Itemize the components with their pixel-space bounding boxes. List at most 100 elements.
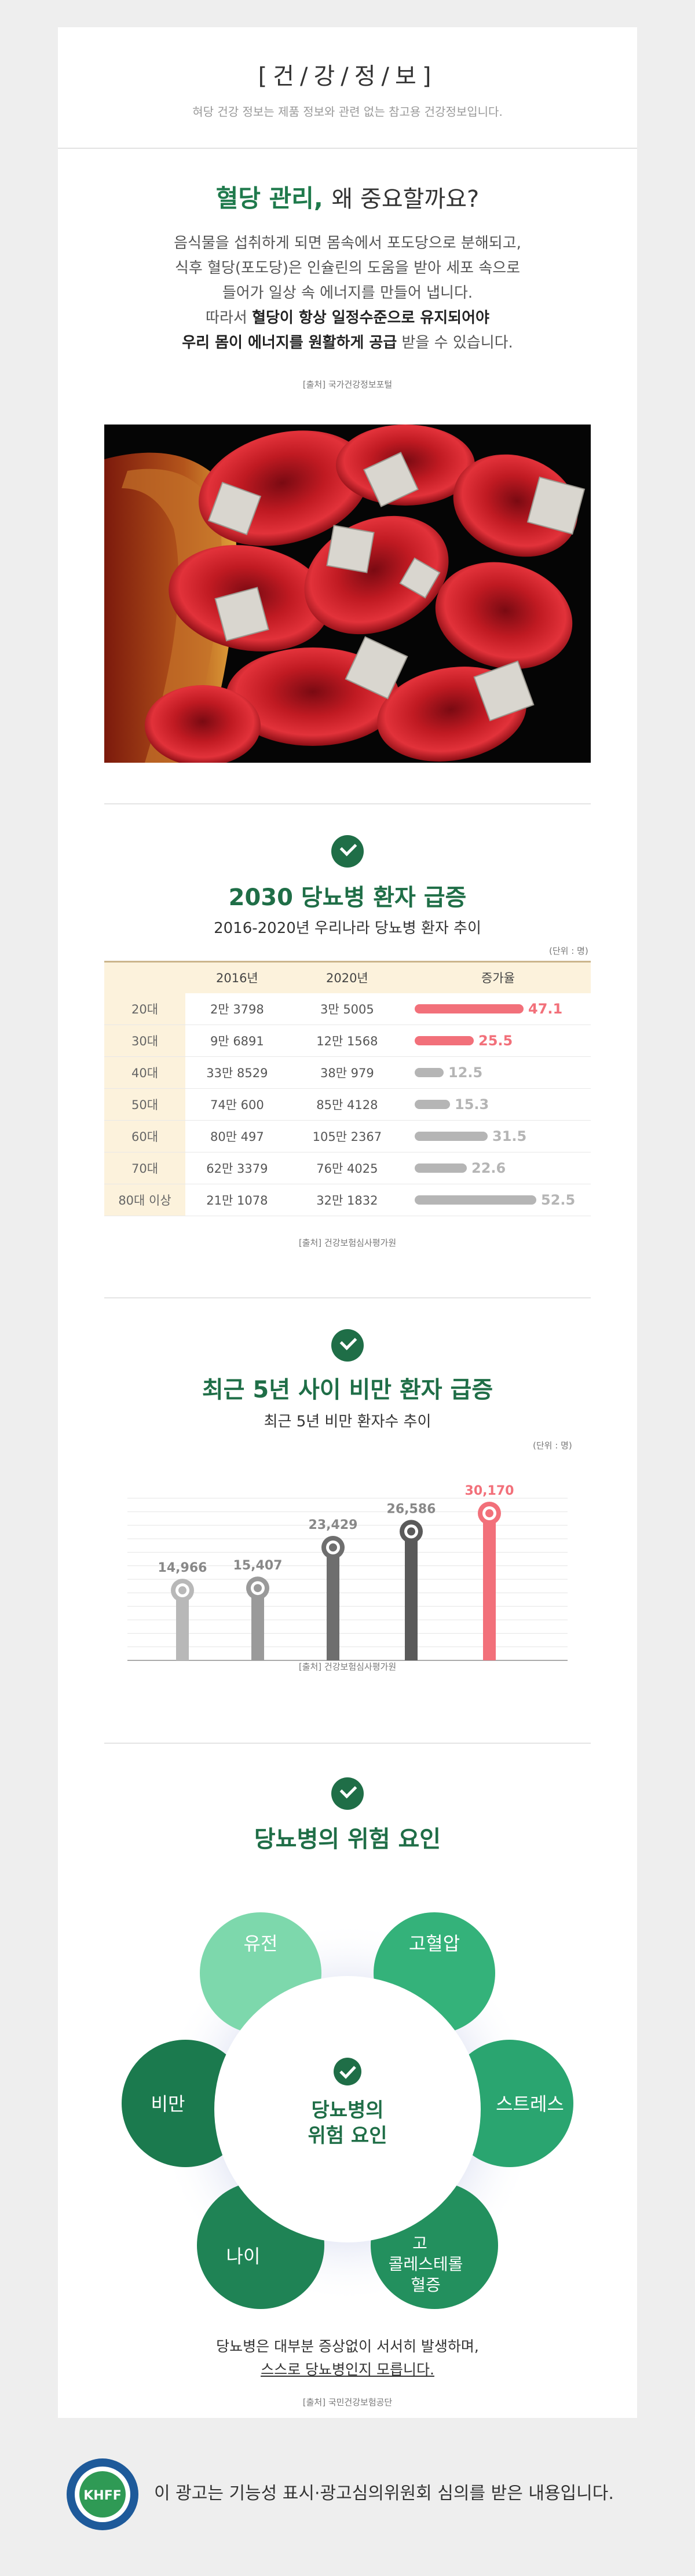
y2020-cell: 12만 1568 xyxy=(288,1024,405,1057)
bar-label: 26,586 xyxy=(387,1502,436,1516)
diabetes-table: 2016년 2020년 증가율 20대 2만 3798 3만 5005 47.1 30대… xyxy=(104,961,591,1216)
bar xyxy=(483,1513,496,1660)
age-cell: 50대 xyxy=(104,1088,185,1121)
y2020-cell: 32만 1832 xyxy=(288,1184,405,1216)
diabetes-title: 2030 당뇨병 환자 급증 xyxy=(228,884,467,911)
y2020-cell: 3만 5005 xyxy=(288,993,405,1025)
y2020-cell: 85만 4128 xyxy=(288,1088,405,1121)
divider xyxy=(104,1297,591,1298)
bar-marker-dot xyxy=(178,1586,186,1595)
hero-title-rest: 왜 중요할까요? xyxy=(331,186,480,213)
age-cell: 40대 xyxy=(104,1056,185,1089)
risk-center-circle xyxy=(214,1976,481,2242)
table-row: 30대 9만 6891 12만 1568 25.5 xyxy=(104,1024,591,1057)
lead-line: 식후 혈당(포도당)은 인슐린의 도움을 받아 세포 속으로 xyxy=(174,259,521,277)
rate-bar xyxy=(415,1132,488,1141)
age-cell: 70대 xyxy=(104,1152,185,1184)
age-cell: 20대 xyxy=(104,993,185,1025)
y2016-cell: 80만 497 xyxy=(185,1120,289,1152)
table-row: 60대 80만 497 105만 2367 31.5 xyxy=(104,1120,591,1152)
bar xyxy=(251,1588,264,1660)
lead-line: 음식물을 섭취하게 되면 몸속에서 포도당으로 분해되고, xyxy=(174,235,521,252)
diabetes-source: [출처] 건강보험심사평가원 xyxy=(298,1238,397,1248)
y2016-cell: 33만 8529 xyxy=(185,1056,289,1089)
section-title: [건/강/정/보] xyxy=(258,63,437,90)
rate-bar xyxy=(415,1068,444,1077)
table-row: 70대 62만 3379 76만 4025 22.6 xyxy=(104,1152,591,1184)
bar xyxy=(327,1547,339,1660)
rate-value: 25.5 xyxy=(478,1033,513,1049)
rate-value: 52.5 xyxy=(541,1192,576,1208)
factor-cholesterol-3: 혈증 xyxy=(411,2275,441,2295)
bar-marker-dot xyxy=(485,1509,493,1518)
y2020-cell: 105만 2367 xyxy=(288,1120,405,1152)
obesity-chart: 14,966 15,407 23,429 26,586 30,170 xyxy=(127,1481,568,1678)
section-header: [건/강/정/보] 혀당 건강 정보는 제품 정보와 관련 없는 참고용 건강정… xyxy=(58,27,637,149)
bar xyxy=(405,1531,418,1660)
check-icon xyxy=(331,835,364,868)
bar-marker-dot xyxy=(329,1543,337,1552)
bar xyxy=(176,1590,189,1660)
rate-cell: 15.3 xyxy=(405,1088,591,1121)
rate-value: 15.3 xyxy=(455,1096,489,1113)
content-card: [건/강/정/보] 혀당 건강 정보는 제품 정보와 관련 없는 참고용 건강정… xyxy=(58,27,637,2418)
obesity-title: 최근 5년 사이 비만 환자 급증 xyxy=(202,1377,493,1403)
factor-genetics: 유전 xyxy=(244,1933,278,1955)
rate-value: 22.6 xyxy=(471,1160,506,1176)
hero-title-highlight: 혈당 관리, xyxy=(215,184,323,213)
risk-title: 당뇨병의 위험 요인 xyxy=(254,1826,441,1853)
age-cell: 30대 xyxy=(104,1024,185,1057)
rate-value: 12.5 xyxy=(448,1064,483,1081)
hero-title: 혈당 관리, 왜 중요할까요? xyxy=(58,179,637,214)
y2016-cell: 21만 1078 xyxy=(185,1184,289,1216)
table-row: 20대 2만 3798 3만 5005 47.1 xyxy=(104,993,591,1025)
factor-hypertension: 고혈압 xyxy=(409,1933,460,1955)
khff-badge-icon: KHFF xyxy=(65,2457,140,2531)
divider xyxy=(104,1743,591,1744)
section-subtitle: 혀당 건강 정보는 제품 정보와 관련 없는 참고용 건강정보입니다. xyxy=(192,105,503,119)
y2020-cell: 76만 4025 xyxy=(288,1152,405,1184)
rate-cell: 47.1 xyxy=(405,993,591,1025)
y2020-cell: 38만 979 xyxy=(288,1056,405,1089)
hero-lead: 음식물을 섭취하게 되면 몸속에서 포도당으로 분해되고, 식후 혈당(포도당)… xyxy=(58,231,637,356)
hero-source: [출처] 국가건강정보포털 xyxy=(302,379,393,390)
factor-cholesterol-2: 콜레스테롤 xyxy=(389,2255,463,2274)
bar-marker-dot xyxy=(254,1584,262,1593)
rate-cell: 31.5 xyxy=(405,1120,591,1152)
closing-line2: 스스로 당뇨병인지 모릅니다. xyxy=(261,2361,434,2378)
column-header: 2016년 xyxy=(185,961,289,993)
rate-bar xyxy=(415,1195,536,1205)
bar-label: 23,429 xyxy=(309,1518,358,1532)
footer-notice: 이 광고는 기능성 표시·광고심의위원회 심의를 받은 내용입니다. xyxy=(154,2483,614,2504)
age-cell: 60대 xyxy=(104,1120,185,1152)
risk-center-line1: 당뇨병의 xyxy=(311,2099,383,2122)
column-header: 증가율 xyxy=(405,961,591,993)
check-icon xyxy=(331,1329,364,1362)
table-row: 80대 이상 21만 1078 32만 1832 52.5 xyxy=(104,1184,591,1216)
factor-age: 나이 xyxy=(226,2245,261,2267)
table-row: 50대 74만 600 85만 4128 15.3 xyxy=(104,1088,591,1121)
badge-text: KHFF xyxy=(83,2489,122,2503)
factor-obesity: 비만 xyxy=(151,2093,185,2115)
table-row: 40대 33만 8529 38만 979 12.5 xyxy=(104,1056,591,1089)
obesity-unit: (단위 : 명) xyxy=(533,1440,572,1451)
divider xyxy=(104,803,591,804)
risk-factors-diagram: 당뇨병의 위험 요인 유전 고혈압 스트레스 고 콜레스테롤 혈증 나이 비만 xyxy=(93,1880,602,2332)
rate-bar xyxy=(415,1036,474,1045)
rate-cell: 25.5 xyxy=(405,1024,591,1057)
bar-label: 30,170 xyxy=(465,1484,514,1498)
check-icon xyxy=(331,1777,364,1810)
diabetes-unit: (단위 : 명) xyxy=(549,946,588,956)
risk-center-line2: 위험 요인 xyxy=(308,2124,387,2147)
diabetes-subtitle: 2016-2020년 우리나라 당뇨병 환자 추이 xyxy=(214,920,481,937)
column-header xyxy=(104,961,185,993)
y2016-cell: 62만 3379 xyxy=(185,1152,289,1184)
y2016-cell: 74만 600 xyxy=(185,1088,289,1121)
factor-stress: 스트레스 xyxy=(496,2093,564,2115)
bar-label: 14,966 xyxy=(158,1561,207,1575)
closing-line1: 당뇨병은 대부분 증상없이 서서히 발생하며, xyxy=(216,2338,479,2355)
table-header-row: 2016년 2020년 증가율 xyxy=(104,961,591,993)
closing-source: [출처] 국민건강보험공단 xyxy=(302,2397,393,2407)
rate-bar xyxy=(415,1100,450,1109)
obesity-subtitle: 최근 5년 비만 환자수 추이 xyxy=(264,1413,431,1430)
